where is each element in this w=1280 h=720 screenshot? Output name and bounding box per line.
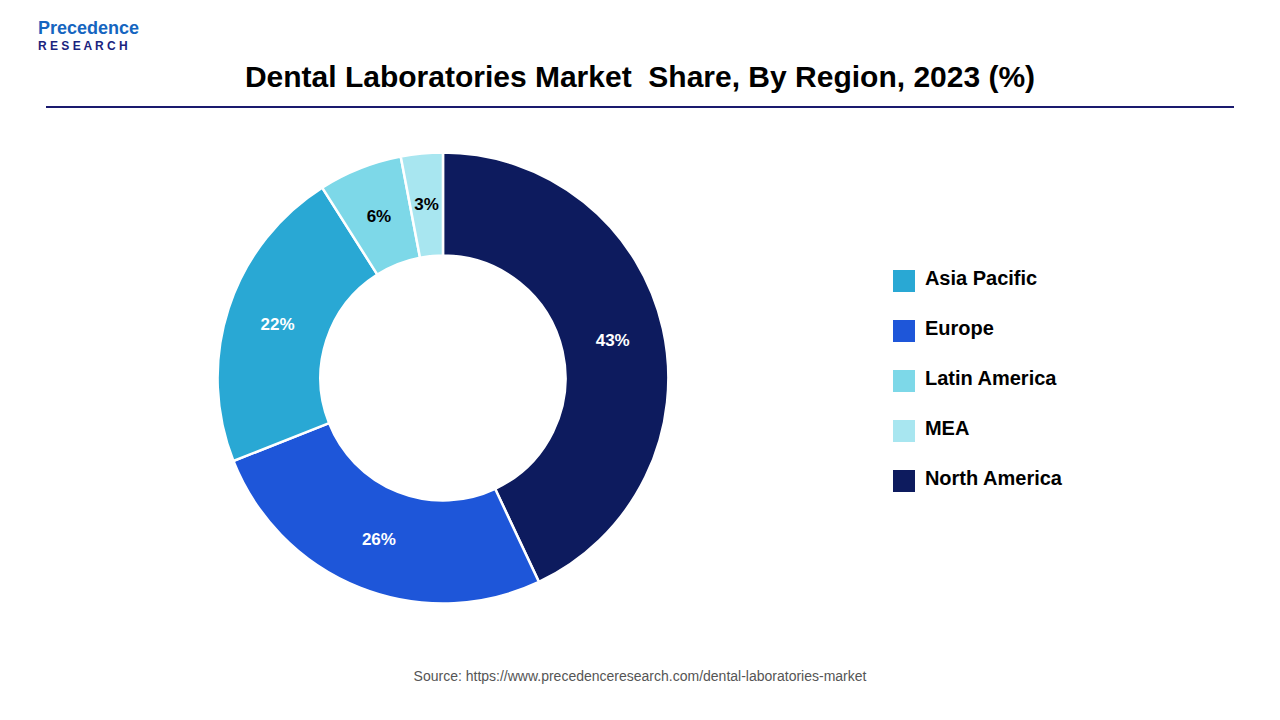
svg-text:6%: 6% xyxy=(367,207,392,226)
html-text:MEA: MEA xyxy=(924,417,970,439)
html-text:R E S E A R C H: R E S E A R C H xyxy=(38,39,128,53)
html-text:Source: https://www.precedence: Source: https://www.precedenceresearch.c… xyxy=(413,668,867,684)
html-text:Latin America: Latin America xyxy=(924,367,1057,389)
svg-text:22%: 22% xyxy=(261,315,295,334)
html-text:Dental Laboratories Market Sha: Dental Laboratories Market Share, By Reg… xyxy=(244,60,1036,93)
svg-text:43%: 43% xyxy=(596,331,630,350)
svg-text:26%: 26% xyxy=(362,530,396,549)
html-text:Precedence: Precedence xyxy=(38,18,140,38)
svg-text:3%: 3% xyxy=(414,195,439,214)
html-text:Asia Pacific: Asia Pacific xyxy=(924,267,1038,289)
html-text:Europe: Europe xyxy=(924,317,994,339)
html-text:North America: North America xyxy=(924,467,1062,489)
